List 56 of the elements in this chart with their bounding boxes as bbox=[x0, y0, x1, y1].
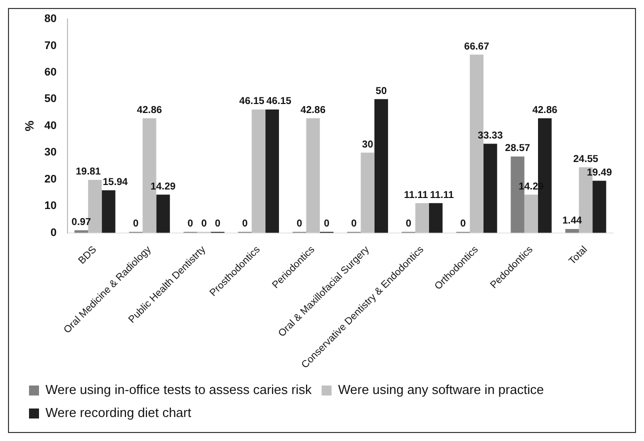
legend-label: Were using in-office tests to assess caries risk bbox=[46, 382, 312, 398]
bar bbox=[102, 190, 116, 233]
data-label: 0 bbox=[406, 218, 412, 230]
bar bbox=[483, 144, 498, 233]
data-label: 42.86 bbox=[532, 105, 558, 116]
data-label: 19.49 bbox=[586, 167, 612, 178]
bar bbox=[592, 180, 606, 233]
bar bbox=[428, 203, 443, 233]
data-label: 30 bbox=[362, 139, 374, 150]
data-label: 19.81 bbox=[76, 166, 102, 178]
bar bbox=[360, 152, 374, 233]
bar bbox=[156, 194, 170, 233]
bar bbox=[306, 118, 320, 233]
data-label: 11.11 bbox=[404, 190, 428, 201]
bar bbox=[374, 99, 388, 233]
y-tick-label: 80 bbox=[44, 13, 57, 26]
data-label: 0 bbox=[133, 218, 140, 230]
bar bbox=[74, 230, 88, 233]
y-tick-label: 70 bbox=[44, 40, 57, 52]
data-label: 14.29 bbox=[150, 181, 176, 192]
bar bbox=[415, 203, 429, 233]
data-label: 0 bbox=[242, 218, 248, 230]
y-tick-label: 40 bbox=[44, 120, 57, 132]
legend-label: Were recording diet chart bbox=[46, 405, 192, 420]
y-tick-label: 0 bbox=[50, 226, 57, 239]
data-label: 11.11 bbox=[430, 190, 454, 201]
data-label: 0 bbox=[188, 218, 194, 230]
legend-label: Were using any software in practice bbox=[338, 382, 544, 398]
data-label: 0 bbox=[324, 218, 330, 230]
data-label: 33.33 bbox=[478, 130, 504, 142]
y-tick-label: 30 bbox=[44, 146, 57, 159]
data-label: 0 bbox=[296, 218, 303, 230]
data-label: 24.55 bbox=[573, 154, 599, 165]
y-tick-label: 20 bbox=[44, 173, 57, 186]
y-tick-label: 50 bbox=[44, 93, 57, 106]
data-label: 46.15 bbox=[239, 96, 265, 108]
data-label: 46.15 bbox=[266, 96, 292, 108]
data-label: 1.44 bbox=[562, 216, 582, 227]
data-label: 0 bbox=[201, 218, 208, 230]
data-label: 66.67 bbox=[464, 41, 490, 52]
data-label: 0 bbox=[351, 218, 358, 230]
data-label: 0 bbox=[460, 218, 466, 230]
y-axis-title: % bbox=[22, 120, 37, 132]
data-label: 42.86 bbox=[136, 105, 162, 116]
y-tick-label: 60 bbox=[44, 66, 57, 78]
data-label: 42.86 bbox=[300, 105, 326, 116]
bar bbox=[565, 228, 579, 233]
y-tick-label: 10 bbox=[44, 200, 57, 212]
data-label: 0 bbox=[214, 218, 221, 230]
data-label: 50 bbox=[376, 86, 388, 97]
data-label: 15.94 bbox=[102, 176, 128, 188]
bar bbox=[252, 109, 266, 233]
bar bbox=[524, 194, 538, 233]
data-label: 28.57 bbox=[505, 143, 531, 154]
data-label: 0.97 bbox=[72, 216, 92, 228]
bar bbox=[265, 109, 279, 233]
